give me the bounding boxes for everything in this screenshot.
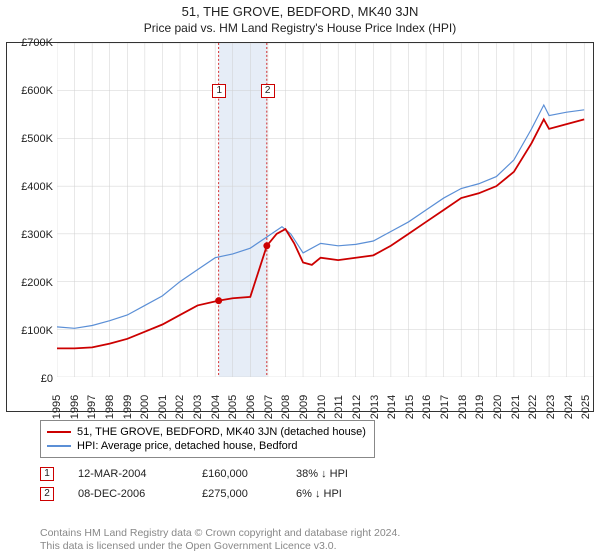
- y-tick-label: £100K: [21, 325, 53, 337]
- marker-icon: 2: [40, 487, 54, 501]
- x-tick-label: 2016: [421, 395, 433, 419]
- footnote: Contains HM Land Registry data © Crown c…: [40, 527, 400, 554]
- x-tick-label: 2025: [580, 395, 592, 419]
- footnote-line: This data is licensed under the Open Gov…: [40, 540, 400, 554]
- x-tick-label: 2011: [333, 395, 345, 419]
- x-tick-label: 1996: [69, 395, 81, 419]
- x-tick-label: 2005: [227, 395, 239, 419]
- x-tick-label: 2023: [545, 395, 557, 419]
- legend-item-1: 51, THE GROVE, BEDFORD, MK40 3JN (detach…: [47, 425, 366, 439]
- legend-label-2: HPI: Average price, detached house, Bedf…: [77, 440, 298, 452]
- x-tick-label: 2004: [210, 395, 222, 419]
- x-tick-label: 2010: [316, 395, 328, 419]
- y-tick-label: £300K: [21, 229, 53, 241]
- y-tick-label: £0: [41, 373, 53, 385]
- table-row: 1 12-MAR-2004 £160,000 38% ↓ HPI: [40, 464, 560, 484]
- plot-frame: £0£100K£200K£300K£400K£500K£600K£700K 12…: [6, 42, 594, 412]
- y-tick-label: £600K: [21, 85, 53, 97]
- y-tick-label: £500K: [21, 133, 53, 145]
- sale-date: 12-MAR-2004: [78, 468, 178, 480]
- chart-subtitle: Price paid vs. HM Land Registry's House …: [0, 19, 600, 39]
- sale-date: 08-DEC-2006: [78, 488, 178, 500]
- chart-svg: [57, 43, 593, 377]
- sale-price: £275,000: [202, 488, 272, 500]
- x-tick-label: 2014: [386, 395, 398, 419]
- x-tick-label: 2003: [192, 395, 204, 419]
- x-tick-label: 1999: [122, 395, 134, 419]
- sale-delta: 38% ↓ HPI: [296, 468, 396, 480]
- x-axis-labels: 1995199619971998199920002001200220032004…: [57, 377, 593, 411]
- footnote-line: Contains HM Land Registry data © Crown c…: [40, 527, 400, 541]
- marker-icon: 1: [40, 467, 54, 481]
- x-tick-label: 1998: [104, 395, 116, 419]
- x-tick-label: 2008: [280, 395, 292, 419]
- plot-area: 12: [57, 43, 593, 377]
- legend-label-1: 51, THE GROVE, BEDFORD, MK40 3JN (detach…: [77, 426, 366, 438]
- marker-icon: 2: [261, 84, 275, 98]
- x-tick-label: 2013: [369, 395, 381, 419]
- x-tick-label: 2002: [174, 395, 186, 419]
- x-tick-label: 2024: [563, 395, 575, 419]
- x-tick-label: 2017: [439, 395, 451, 419]
- y-axis-labels: £0£100K£200K£300K£400K£500K£600K£700K: [7, 43, 55, 377]
- marker-icon: 1: [212, 84, 226, 98]
- legend-swatch-2: [47, 445, 71, 446]
- legend-swatch-1: [47, 431, 71, 433]
- x-tick-label: 2019: [474, 395, 486, 419]
- x-tick-label: 2001: [157, 395, 169, 419]
- legend: 51, THE GROVE, BEDFORD, MK40 3JN (detach…: [40, 420, 375, 458]
- sales-table: 1 12-MAR-2004 £160,000 38% ↓ HPI 2 08-DE…: [40, 464, 560, 504]
- y-tick-label: £200K: [21, 277, 53, 289]
- x-tick-label: 2007: [263, 395, 275, 419]
- x-tick-label: 2006: [245, 395, 257, 419]
- x-tick-label: 2020: [492, 395, 504, 419]
- x-tick-label: 2000: [139, 395, 151, 419]
- x-tick-label: 2012: [351, 395, 363, 419]
- table-row: 2 08-DEC-2006 £275,000 6% ↓ HPI: [40, 484, 560, 504]
- x-tick-label: 2009: [298, 395, 310, 419]
- x-tick-label: 2018: [457, 395, 469, 419]
- x-tick-label: 2022: [527, 395, 539, 419]
- sale-price: £160,000: [202, 468, 272, 480]
- y-tick-label: £700K: [21, 37, 53, 49]
- y-tick-label: £400K: [21, 181, 53, 193]
- legend-item-2: HPI: Average price, detached house, Bedf…: [47, 439, 366, 453]
- chart-container: 51, THE GROVE, BEDFORD, MK40 3JN Price p…: [0, 0, 600, 560]
- x-tick-label: 2021: [510, 395, 522, 419]
- x-tick-label: 1995: [51, 395, 63, 419]
- x-tick-label: 1997: [86, 395, 98, 419]
- sale-delta: 6% ↓ HPI: [296, 488, 396, 500]
- x-tick-label: 2015: [404, 395, 416, 419]
- chart-title: 51, THE GROVE, BEDFORD, MK40 3JN: [0, 0, 600, 19]
